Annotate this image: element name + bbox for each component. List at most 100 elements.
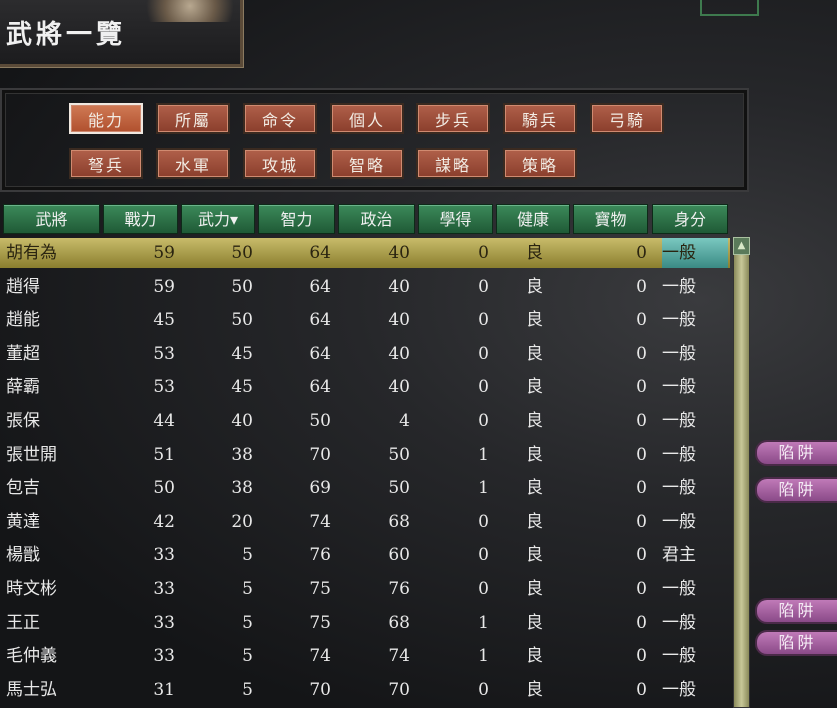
column-header-3[interactable]: 智力 bbox=[258, 204, 335, 234]
cell-intellect: 75 bbox=[309, 579, 331, 599]
tab-10[interactable]: 智略 bbox=[330, 148, 404, 179]
cell-status: 一般 bbox=[662, 646, 696, 667]
tab-12[interactable]: 策略 bbox=[503, 148, 577, 179]
cell-combat: 45 bbox=[153, 310, 175, 331]
cell-intellect: 64 bbox=[309, 276, 331, 297]
column-header-1[interactable]: 戰力 bbox=[103, 204, 178, 234]
cell-combat: 44 bbox=[153, 411, 175, 431]
cell-combat: 33 bbox=[153, 646, 175, 667]
cell-name: 胡有為 bbox=[6, 243, 57, 263]
cell-learned: 0 bbox=[478, 276, 489, 297]
table-row[interactable]: 時文彬 33 5 75 76 0 良 0 一般 bbox=[0, 574, 730, 604]
cell-politics: 60 bbox=[388, 545, 410, 566]
tab-0[interactable]: 能力 bbox=[69, 103, 143, 134]
tab-2[interactable]: 命令 bbox=[243, 103, 317, 134]
cell-status: 一般 bbox=[662, 579, 696, 599]
cell-politics: 68 bbox=[388, 612, 410, 633]
table-row[interactable]: 薛霸 53 45 64 40 0 良 0 一般 bbox=[0, 372, 730, 402]
tab-panel bbox=[0, 88, 749, 192]
cell-learned: 0 bbox=[478, 243, 489, 263]
table-row[interactable]: 黄達 42 20 74 68 0 良 0 一般 bbox=[0, 507, 730, 537]
tab-3[interactable]: 個人 bbox=[330, 103, 404, 134]
cell-force: 5 bbox=[242, 646, 253, 667]
tab-7[interactable]: 弩兵 bbox=[69, 148, 143, 179]
cell-force: 5 bbox=[242, 612, 253, 633]
column-header-8[interactable]: 身分 bbox=[652, 204, 728, 234]
table-row[interactable]: 馬士弘 31 5 70 70 0 良 0 一般 bbox=[0, 675, 730, 705]
column-header-0[interactable]: 武將 bbox=[3, 204, 100, 234]
cell-health: 良 bbox=[526, 343, 543, 364]
cell-name: 董超 bbox=[6, 343, 40, 364]
cell-politics: 40 bbox=[388, 243, 410, 263]
cell-treasure: 0 bbox=[636, 276, 647, 297]
table-row[interactable]: 楊戩 33 5 76 60 0 良 0 君主 bbox=[0, 540, 730, 570]
cell-intellect: 64 bbox=[309, 310, 331, 331]
tab-4[interactable]: 步兵 bbox=[416, 103, 490, 134]
cell-combat: 59 bbox=[153, 276, 175, 297]
cell-combat: 59 bbox=[153, 243, 175, 263]
cell-status: 君主 bbox=[662, 545, 696, 566]
cell-force: 38 bbox=[231, 444, 253, 465]
cell-learned: 0 bbox=[478, 377, 489, 398]
scroll-up-arrow-icon[interactable]: ▲ bbox=[733, 237, 750, 255]
cell-combat: 42 bbox=[153, 511, 175, 532]
tab-1[interactable]: 所屬 bbox=[156, 103, 230, 134]
cell-treasure: 0 bbox=[636, 579, 647, 599]
table-row[interactable]: 王正 33 5 75 68 1 良 0 一般 bbox=[0, 608, 730, 638]
table-row[interactable]: 董超 53 45 64 40 0 良 0 一般 bbox=[0, 339, 730, 369]
cell-treasure: 0 bbox=[636, 511, 647, 532]
cell-treasure: 0 bbox=[636, 646, 647, 667]
cell-force: 38 bbox=[231, 478, 253, 499]
cell-force: 50 bbox=[231, 243, 253, 263]
tab-11[interactable]: 謀略 bbox=[416, 148, 490, 179]
cell-combat: 31 bbox=[153, 679, 175, 700]
cell-learned: 0 bbox=[478, 679, 489, 700]
scrollbar[interactable] bbox=[733, 237, 750, 708]
cell-intellect: 64 bbox=[309, 377, 331, 398]
tab-8[interactable]: 水軍 bbox=[156, 148, 230, 179]
cell-force: 50 bbox=[231, 276, 253, 297]
trap-button[interactable]: 陷阱 bbox=[755, 598, 837, 624]
table-row[interactable]: 毛仲義 33 5 74 74 1 良 0 一般 bbox=[0, 641, 730, 671]
tab-5[interactable]: 騎兵 bbox=[503, 103, 577, 134]
cell-health: 良 bbox=[526, 646, 543, 667]
cell-name: 楊戩 bbox=[6, 545, 40, 566]
table-row[interactable]: 張世開 51 38 70 50 1 良 0 一般 bbox=[0, 440, 730, 470]
tab-9[interactable]: 攻城 bbox=[243, 148, 317, 179]
column-header-7[interactable]: 寶物 bbox=[573, 204, 648, 234]
table-row[interactable]: 張保 44 40 50 4 0 良 0 一般 bbox=[0, 406, 730, 436]
cell-force: 20 bbox=[231, 511, 253, 532]
cell-politics: 50 bbox=[388, 444, 410, 465]
cell-name: 張世開 bbox=[6, 444, 57, 465]
column-header-6[interactable]: 健康 bbox=[496, 204, 570, 234]
cell-combat: 33 bbox=[153, 579, 175, 599]
tab-6[interactable]: 弓騎 bbox=[590, 103, 664, 134]
cell-status: 一般 bbox=[662, 478, 696, 499]
cell-treasure: 0 bbox=[636, 478, 647, 499]
table-row[interactable]: 胡有為 59 50 64 40 0 良 0 一般 bbox=[0, 238, 730, 268]
cell-status: 一般 bbox=[662, 679, 696, 700]
cell-force: 5 bbox=[242, 545, 253, 566]
cell-health: 良 bbox=[526, 612, 543, 633]
title-panel: 武將一覽 bbox=[0, 0, 243, 67]
table-row[interactable]: 包吉 50 38 69 50 1 良 0 一般 bbox=[0, 473, 730, 503]
column-header-4[interactable]: 政治 bbox=[338, 204, 415, 234]
cell-treasure: 0 bbox=[636, 411, 647, 431]
cell-learned: 1 bbox=[478, 444, 489, 465]
cell-politics: 50 bbox=[388, 478, 410, 499]
cell-intellect: 76 bbox=[309, 545, 331, 566]
cell-intellect: 70 bbox=[309, 679, 331, 700]
trap-button[interactable]: 陷阱 bbox=[755, 477, 837, 503]
cell-intellect: 50 bbox=[309, 411, 331, 431]
trap-button[interactable]: 陷阱 bbox=[755, 630, 837, 656]
table-row[interactable]: 趙能 45 50 64 40 0 良 0 一般 bbox=[0, 305, 730, 335]
cell-force: 50 bbox=[231, 310, 253, 331]
cell-intellect: 64 bbox=[309, 343, 331, 364]
cell-treasure: 0 bbox=[636, 545, 647, 566]
cell-name: 包吉 bbox=[6, 478, 40, 499]
column-header-5[interactable]: 學得 bbox=[418, 204, 493, 234]
table-row[interactable]: 趙得 59 50 64 40 0 良 0 一般 bbox=[0, 272, 730, 302]
column-header-2[interactable]: 武力▾ bbox=[181, 204, 255, 234]
trap-button[interactable]: 陷阱 bbox=[755, 440, 837, 466]
cell-health: 良 bbox=[526, 310, 543, 331]
